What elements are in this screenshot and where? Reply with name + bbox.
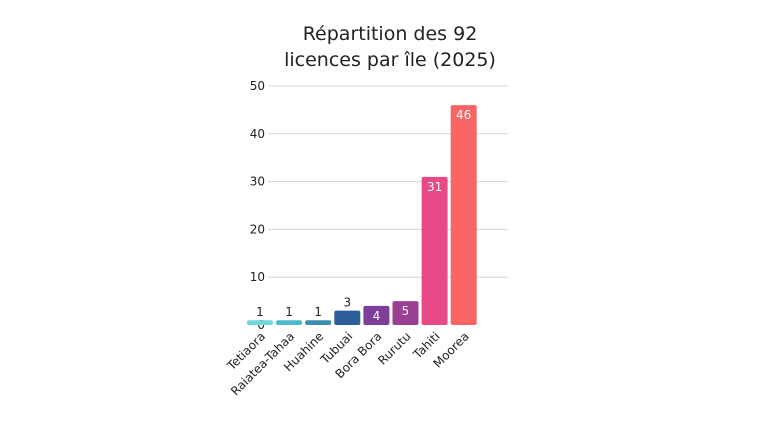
x-tick-label: Rurutu <box>375 329 413 367</box>
bar-huahine <box>305 320 332 325</box>
bar-tetiaora <box>247 320 273 325</box>
chart-title-line-2: licences par île (2025) <box>284 49 496 71</box>
bar-raiatea-tahaa <box>276 320 303 325</box>
bar-rurutu <box>392 301 419 325</box>
y-tick-label: 40 <box>250 127 265 141</box>
data-label: 1 <box>285 305 293 319</box>
y-tick-label: 30 <box>250 175 265 189</box>
y-tick-label: 10 <box>250 270 265 284</box>
data-label: 1 <box>314 305 322 319</box>
data-label: 4 <box>373 309 381 323</box>
y-tick-label: 20 <box>250 222 265 236</box>
bar-bora-bora <box>363 305 390 325</box>
chart-title-line-1: Répartition des 92 <box>303 23 478 45</box>
data-label: 1 <box>256 305 264 319</box>
y-tick-label: 50 <box>250 79 265 93</box>
bar-tahiti <box>421 176 448 325</box>
bar-tubuai <box>334 310 361 325</box>
bar-moorea <box>450 105 477 326</box>
data-label: 3 <box>343 296 351 310</box>
data-label: 5 <box>402 304 410 318</box>
data-label: 31 <box>427 180 442 194</box>
data-label: 46 <box>456 108 471 122</box>
